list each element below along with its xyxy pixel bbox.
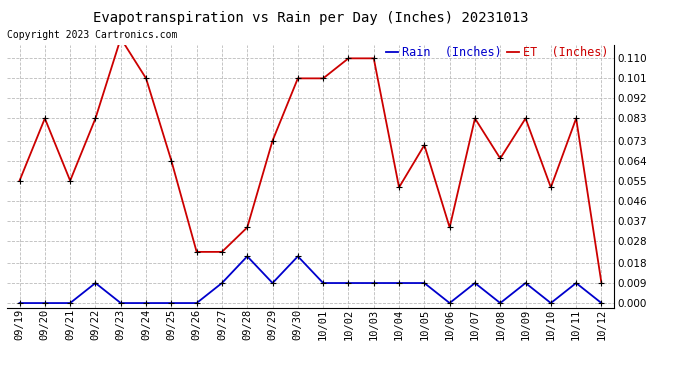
- Legend: Rain  (Inches), ET  (Inches): Rain (Inches), ET (Inches): [386, 46, 608, 58]
- Text: Evapotranspiration vs Rain per Day (Inches) 20231013: Evapotranspiration vs Rain per Day (Inch…: [92, 11, 529, 25]
- Text: Copyright 2023 Cartronics.com: Copyright 2023 Cartronics.com: [7, 30, 177, 40]
